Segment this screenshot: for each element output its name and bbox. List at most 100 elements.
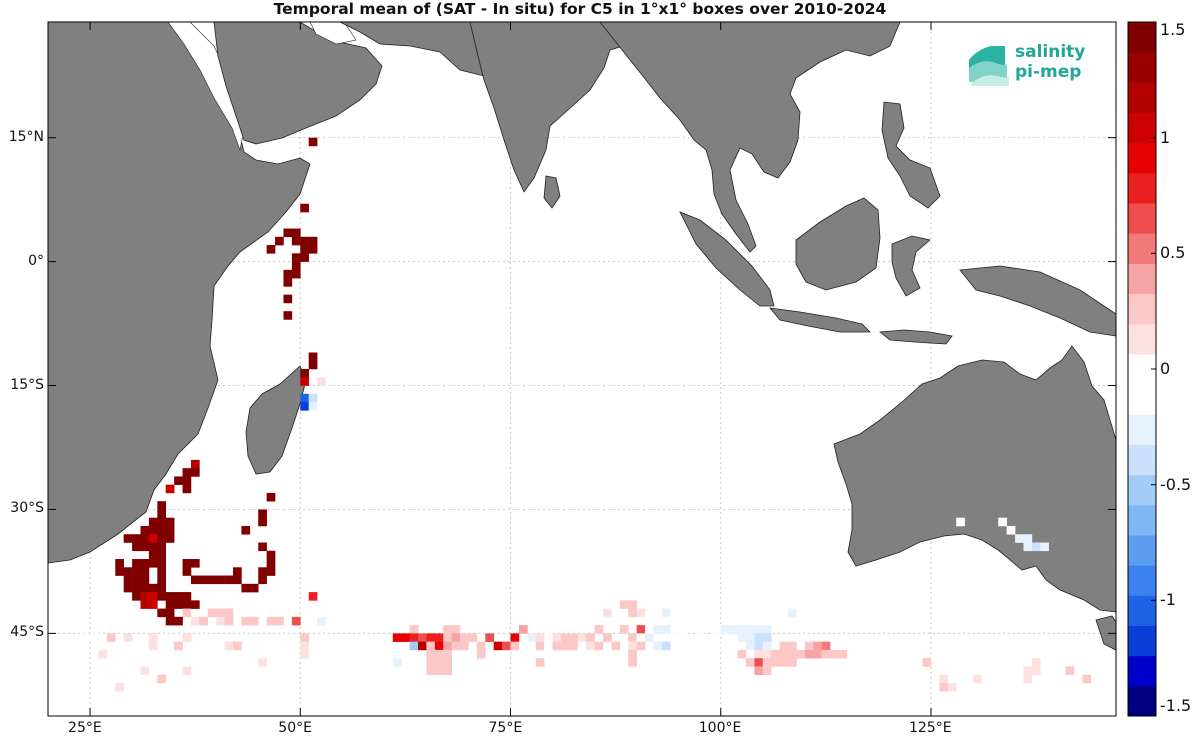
heatmap-cell [712,625,722,634]
heatmap-cell [409,641,419,651]
heatmap-cell [123,633,133,642]
heatmap-cell [308,137,318,147]
heatmap-cell [830,649,839,659]
colorbar-tick-label: 1 [1160,127,1171,147]
heatmap-cell [182,633,192,642]
heatmap-cell [157,517,167,527]
heatmap-cell [695,625,705,634]
heatmap-cell [762,625,772,634]
heatmap-cell [182,468,192,477]
longitude-ticks [89,22,932,716]
latitude-ticks [48,137,1116,634]
heatmap-cell [224,575,234,585]
heatmap-cell [1099,649,1108,659]
heatmap-cell [115,559,124,568]
heatmap-cell [308,360,318,370]
heatmap-cell [140,666,150,675]
heatmap-cell [628,633,637,642]
heatmap-cell [418,633,427,642]
heatmap-cell [300,203,309,213]
heatmap-cell [476,641,486,651]
heatmap-cell [283,311,293,320]
heatmap-cell [653,641,663,651]
heatmap-cell [224,641,234,651]
heatmap-cell [451,633,461,642]
lon-tick-label: 25°E [68,720,102,736]
logo-line-1: salinity [1015,42,1086,62]
heatmap-cell [779,641,789,651]
heatmap-cell [754,625,764,634]
heatmap-cell [409,625,419,634]
heatmap-cell [1040,542,1050,552]
heatmap-cell [762,641,772,651]
heatmap-cell [737,641,747,651]
lon-tick-label: 100°E [698,720,742,736]
heatmap-cell [645,625,654,634]
heatmap-cell [998,682,1007,692]
heatmap-cell [140,534,150,543]
heatmap-cell [409,633,419,642]
heatmap-cell [165,484,175,494]
heatmap-cell [636,625,646,634]
heatmap-cell [628,608,637,618]
heatmap-cell [678,625,688,634]
heatmap-cell [1031,658,1041,667]
heatmap-cell [451,641,461,651]
heatmap-cell [140,592,150,601]
heatmap-cell [577,641,587,651]
heatmap-cell [300,245,309,254]
heatmap-cell [762,633,772,642]
heatmap-cell [182,567,192,576]
heatmap-cell [157,550,167,560]
heatmap-cell [535,641,545,651]
india [469,22,641,193]
heatmap-cell [796,649,806,659]
lon-tick-label: 75°E [488,720,523,736]
heatmap-cell [645,600,654,609]
heatmap-cell [434,641,444,651]
heatmap-cell [544,625,553,634]
heatmap-cell [653,608,663,618]
heatmap-cell [880,641,890,651]
map-frame [47,21,1117,717]
heatmap-cell [291,228,301,238]
heatmap-cell [165,525,175,535]
lat-tick-label: 15°N [8,128,44,145]
heatmap-cell [1073,641,1083,651]
heatmap-cell [165,534,175,543]
heatmap-cell [249,583,259,593]
heatmap-cell [1023,666,1033,675]
heatmap-cell [1065,666,1075,675]
heatmap-cell [182,600,192,609]
heatmap-cell [308,352,318,362]
heatmap-cell [973,674,982,684]
heatmap-cell [157,525,167,535]
heatmap-cell [737,649,747,659]
heatmap-cell [729,658,738,667]
heatmap-cell [813,641,822,651]
heatmap-cell [998,517,1007,527]
heatmap-cell [762,649,772,659]
heatmap-cell [132,534,141,543]
heatmap-cell [661,641,671,651]
heatmap-cell [266,567,276,576]
heatmap-cell [720,625,730,634]
heatmap-cell [199,616,209,626]
heatmap-cell [737,625,747,634]
heatmap-cell [106,633,116,642]
heatmap-cell [123,575,133,585]
heatmap-cell [283,294,293,304]
heatmap-cell [560,633,570,642]
heatmap-cell [140,600,150,609]
colorbar-segment [1128,444,1156,476]
heatmap-cell [737,633,747,642]
colorbar [1127,21,1157,717]
heatmap-cell [216,575,225,585]
heatmap-cell [174,641,183,651]
heatmap-cell [165,592,175,601]
heatmap-cell [190,559,200,568]
colorbar-segment [1128,685,1156,717]
heatmap-cell [434,666,444,675]
colorbar-tick-label: -1.5 [1160,696,1192,715]
heatmap-cell [148,534,158,543]
